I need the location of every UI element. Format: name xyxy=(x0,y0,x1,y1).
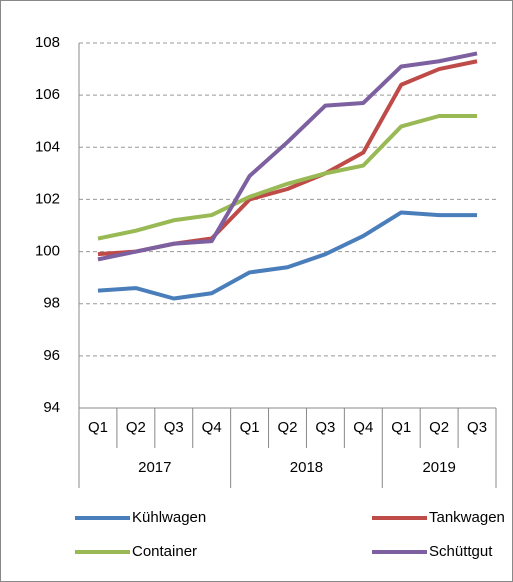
data-line xyxy=(97,114,478,241)
legend-label: Container xyxy=(132,543,197,560)
legend-label: Kühlwagen xyxy=(132,509,206,526)
x-tick-label: Q3 xyxy=(467,419,487,436)
y-tick-label: 108 xyxy=(35,34,60,51)
legend-label: Tankwagen xyxy=(429,509,505,526)
x-tick-label: Q3 xyxy=(164,419,184,436)
x-group-label: 2017 xyxy=(138,459,171,476)
y-tick-label: 96 xyxy=(43,347,60,364)
data-line xyxy=(97,210,478,301)
x-group-label: 2019 xyxy=(422,459,455,476)
x-tick-label: Q1 xyxy=(391,419,411,436)
x-group-label: 2018 xyxy=(290,459,323,476)
y-tick-label: 100 xyxy=(35,243,60,260)
x-tick-label: Q1 xyxy=(88,419,108,436)
x-tick-label: Q1 xyxy=(240,419,260,436)
x-tick-label: Q4 xyxy=(353,419,373,436)
x-tick-label: Q4 xyxy=(202,419,222,436)
data-line xyxy=(97,51,478,262)
x-tick-label: Q2 xyxy=(429,419,449,436)
y-tick-label: 104 xyxy=(35,138,60,155)
y-tick-label: 98 xyxy=(43,295,60,312)
x-tick-label: Q3 xyxy=(315,419,335,436)
x-tick-label: Q2 xyxy=(126,419,146,436)
y-tick-label: 106 xyxy=(35,86,60,103)
legend-label: Schüttgut xyxy=(429,543,493,560)
y-tick-label: 94 xyxy=(43,399,60,416)
y-tick-label: 102 xyxy=(35,190,60,207)
x-tick-label: Q2 xyxy=(277,419,297,436)
